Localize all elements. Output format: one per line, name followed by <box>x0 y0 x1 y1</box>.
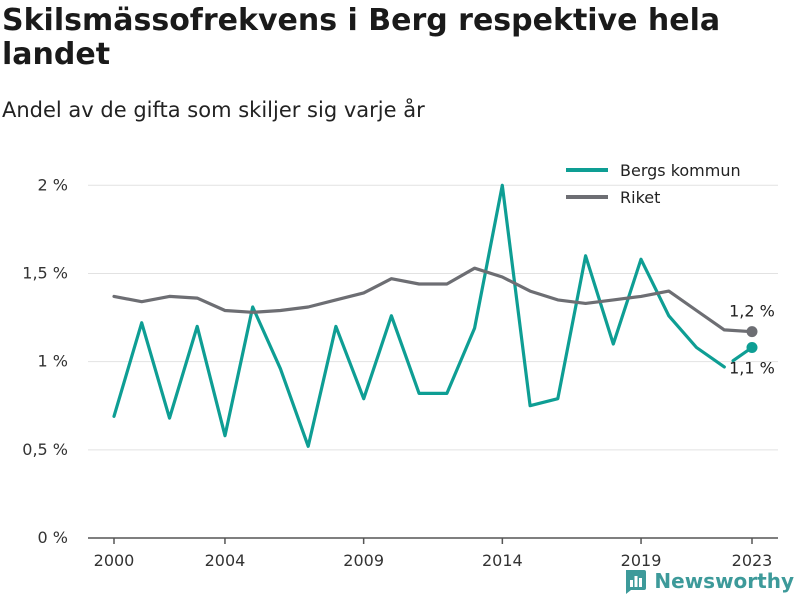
x-tick-label: 2014 <box>482 551 523 570</box>
chart-title: Skilsmässofrekvens i Berg respektive hel… <box>2 3 721 72</box>
series-line-bergs-kommun <box>112 183 726 448</box>
series-end-label: 1,1 % <box>729 359 775 378</box>
series-line-riket <box>112 266 754 334</box>
y-axis: 0 % 0,5 % 1 % 1,5 % 2 % <box>22 175 68 547</box>
series-end-label: 1,2 % <box>729 302 775 321</box>
series-end-point <box>746 326 758 338</box>
x-tick-label: 2004 <box>205 551 246 570</box>
legend-label: Riket <box>620 188 660 207</box>
y-tick-label: 0 % <box>38 528 68 547</box>
y-tick-label: 1 % <box>38 352 68 371</box>
y-tick-label: 1,5 % <box>22 263 68 282</box>
legend-label: Bergs kommun <box>620 161 741 180</box>
brand-logo: Newsworthy <box>622 568 794 594</box>
x-tick-label: 2023 <box>732 551 773 570</box>
x-axis: 2000 2004 2009 2014 2019 2023 <box>88 537 778 570</box>
x-tick-label: 2000 <box>94 551 135 570</box>
brand-name: Newsworthy <box>654 569 794 593</box>
x-tick-label: 2019 <box>621 551 662 570</box>
chart-subtitle: Andel av de gifta som skiljer sig varje … <box>2 98 425 122</box>
x-tick-label: 2009 <box>343 551 384 570</box>
newsworthy-logo-icon <box>626 570 647 594</box>
y-tick-label: 2 % <box>38 175 68 194</box>
series-lines: 1,1 % 1,2 % <box>112 183 775 448</box>
y-tick-label: 0,5 % <box>22 440 68 459</box>
legend: Bergs kommun Riket <box>566 161 741 207</box>
series-end-point <box>746 342 758 354</box>
grid-lines <box>88 184 778 451</box>
